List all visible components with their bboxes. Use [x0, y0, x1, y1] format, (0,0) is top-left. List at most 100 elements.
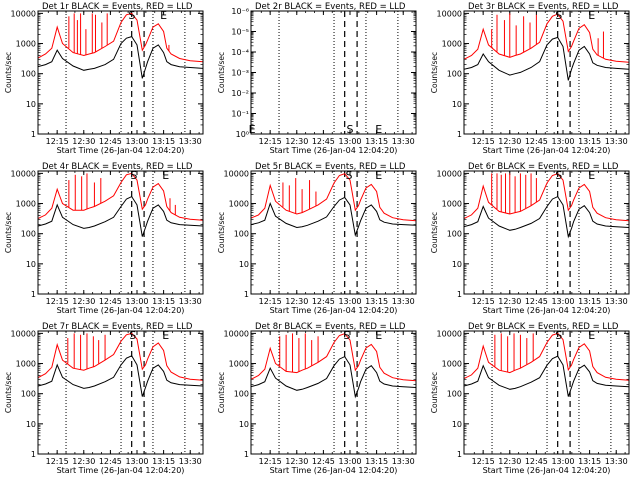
y-tick-label: 10: [452, 420, 462, 429]
y-tick-label: 10: [452, 260, 462, 269]
y-tick-label: 1: [457, 130, 462, 139]
x-tick-label: 12:30: [72, 137, 95, 146]
x-tick-label: 12:15: [259, 457, 282, 466]
x-tick-label: 12:15: [46, 137, 69, 146]
x-tick-label: 12:15: [472, 137, 495, 146]
y-tick-label: 10⁻⁴: [231, 48, 249, 57]
x-tick-label: 13:15: [365, 457, 388, 466]
x-tick-label: 13:15: [152, 297, 175, 306]
series-line-events: [251, 355, 416, 399]
x-tick-label: 13:30: [392, 297, 415, 306]
x-tick-label: 13:30: [605, 457, 628, 466]
x-tick-label: 13:15: [365, 137, 388, 146]
y-tick-label: 10000: [224, 169, 249, 178]
panel-title: Det 6r BLACK = Events, RED = LLD: [468, 162, 619, 172]
y-tick-label: 100: [234, 390, 249, 399]
y-axis-label: Counts/sec: [430, 52, 439, 93]
y-tick-label: 100: [21, 390, 36, 399]
plot-area: [278, 11, 399, 134]
x-tick-label: 13:15: [152, 137, 175, 146]
x-tick-label: 12:30: [498, 137, 521, 146]
plot-frame: [250, 330, 417, 455]
x-tick-label: 13:15: [365, 297, 388, 306]
x-tick-label: 13:15: [578, 457, 601, 466]
y-tick-label: 1000: [442, 40, 462, 49]
marker-label: E: [160, 9, 167, 22]
x-tick-label: 13:00: [551, 137, 574, 146]
series-line-lld: [464, 332, 629, 381]
x-tick-label: 12:45: [525, 457, 548, 466]
y-axis-label: Counts/sec: [4, 372, 13, 413]
x-tick-label: 12:45: [99, 297, 122, 306]
x-tick-label: 13:00: [551, 457, 574, 466]
y-tick-label: 1: [31, 450, 36, 459]
series-line-lld: [251, 173, 416, 222]
y-tick-label: 1: [244, 450, 249, 459]
marker-label: S: [130, 169, 137, 182]
y-tick-label: 10: [26, 260, 36, 269]
y-tick-label: 1: [457, 450, 462, 459]
x-axis-label: Start Time (26-Jan-04 12:04:20): [57, 466, 185, 475]
x-axis-label: Start Time (26-Jan-04 12:04:20): [57, 146, 185, 155]
x-tick-label: 12:45: [312, 457, 335, 466]
y-tick-label: 10⁻²: [231, 89, 249, 98]
plot-frame: [37, 10, 204, 135]
x-tick-label: 13:00: [125, 297, 148, 306]
x-tick-label: 13:30: [605, 137, 628, 146]
x-axis-label: Start Time (26-Jan-04 12:04:20): [270, 306, 398, 315]
marker-label: S: [555, 169, 562, 182]
y-tick-label: 1000: [442, 200, 462, 209]
x-tick-label: 13:00: [125, 457, 148, 466]
y-tick-label: 10: [452, 100, 462, 109]
marker-label: E: [588, 329, 595, 342]
panel-det-8r: Det 8r BLACK = Events, RED = LLD 12:15 12:…: [217, 322, 417, 475]
y-tick-label: 100: [234, 230, 249, 239]
series-line-lld: [464, 173, 629, 222]
x-tick-label: 12:30: [498, 457, 521, 466]
panel-title: Det 8r BLACK = Events, RED = LLD: [255, 322, 406, 332]
panel-title: Det 9r BLACK = Events, RED = LLD: [468, 322, 619, 332]
y-tick-label: 1000: [229, 360, 249, 369]
x-axis-label: Start Time (26-Jan-04 12:04:20): [270, 466, 398, 475]
marker-label: S: [343, 329, 350, 342]
y-tick-label: 100: [447, 390, 462, 399]
x-tick-label: 12:15: [259, 137, 282, 146]
series-line-events: [38, 195, 203, 237]
plot-frame: [37, 170, 204, 295]
y-tick-label: 1000: [442, 360, 462, 369]
x-tick-label: 12:15: [472, 297, 495, 306]
x-tick-label: 13:00: [338, 297, 361, 306]
x-tick-label: 13:15: [152, 457, 175, 466]
panel-title: Det 2r BLACK = Events, RED = LLD: [255, 2, 406, 12]
marker-label: S: [345, 169, 352, 182]
y-tick-label: 1000: [229, 200, 249, 209]
panel-title: Det 7r BLACK = Events, RED = LLD: [42, 322, 193, 332]
marker-label: S: [555, 9, 562, 22]
marker-label: E: [375, 169, 382, 182]
panel-title: Det 1r BLACK = Events, RED = LLD: [42, 2, 193, 12]
y-tick-label: 100: [447, 70, 462, 79]
series-line-lld: [38, 172, 203, 221]
y-tick-label: 10000: [437, 9, 462, 18]
y-tick-label: 10⁰: [236, 130, 249, 139]
y-axis-label: Counts/sec: [4, 52, 13, 93]
y-tick-label: 1: [244, 290, 249, 299]
plot-frame: [463, 170, 630, 295]
x-tick-label: 13:15: [578, 137, 601, 146]
marker-label: E: [588, 169, 595, 182]
y-axis-label: Counts/sec: [217, 52, 226, 93]
x-axis-label: Start Time (26-Jan-04 12:04:20): [270, 146, 398, 155]
plot-area: [464, 171, 629, 294]
marker-label: E: [588, 9, 595, 22]
x-tick-label: 12:45: [99, 137, 122, 146]
plot-area: [251, 171, 416, 294]
series-line-events: [464, 355, 629, 397]
x-tick-label: 13:00: [125, 137, 148, 146]
y-tick-label: 10: [26, 100, 36, 109]
x-tick-label: 12:45: [312, 297, 335, 306]
y-tick-label: 10000: [11, 329, 36, 338]
